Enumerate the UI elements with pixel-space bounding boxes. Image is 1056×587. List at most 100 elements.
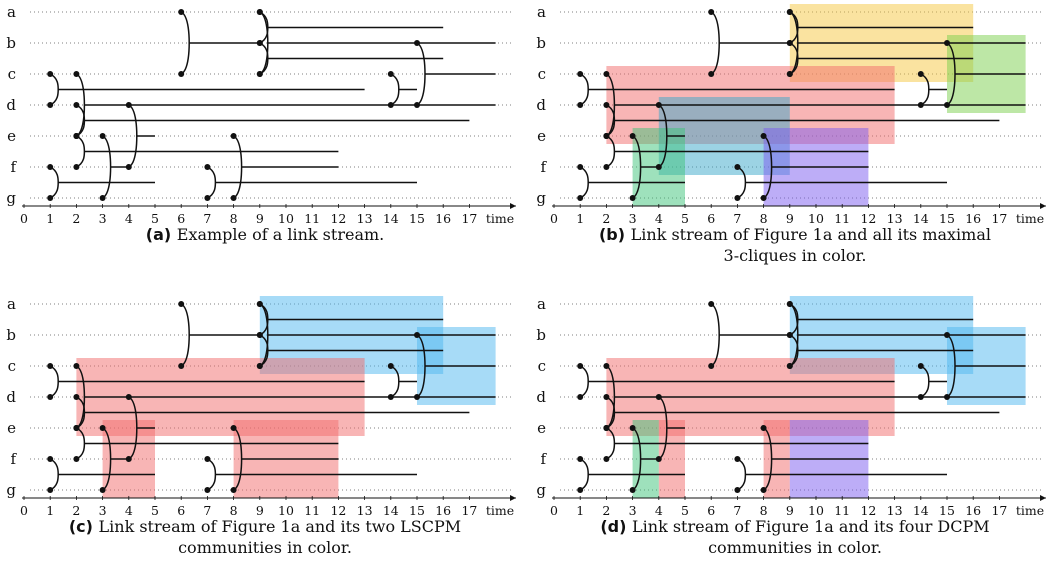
caption-label: (b) [599,225,631,244]
link-endpoint [47,71,54,77]
time-label: time [486,211,514,226]
tick-label: 16 [965,211,981,226]
link-endpoint [917,71,924,77]
link-endpoint [577,102,584,108]
link-endpoint [603,456,610,462]
tick-label: 5 [681,211,689,226]
tick-label: 10 [278,503,294,518]
tick-label: 17 [461,211,477,226]
link-endpoint [786,9,793,15]
caption-text: 3-cliques in color. [724,246,867,265]
tick-label: 17 [991,503,1007,518]
link-endpoint [387,71,394,77]
tick-label: 7 [203,503,211,518]
link-endpoint [99,195,106,201]
link-endpoint [387,363,394,369]
tick-label: 16 [965,503,981,518]
tick-label: 9 [786,211,794,226]
tick-label: 13 [887,503,903,518]
node-label: f [10,450,17,468]
node-label: g [6,189,16,207]
node-label: b [6,326,16,344]
tick-label: 3 [629,503,637,518]
tick-label: 15 [939,503,955,518]
tick-label: 10 [808,211,824,226]
caption-label: (c) [69,517,99,536]
node-label: c [8,357,16,375]
tick-label: 11 [304,503,320,518]
node-label: d [536,96,546,114]
tick-label: 14 [383,503,399,518]
node-label: g [536,481,546,499]
link-endpoint [125,102,132,108]
tick-label: 0 [550,503,558,518]
link-endpoint [760,133,767,139]
link-arc [579,458,589,491]
tick-label: 5 [681,503,689,518]
node-label: f [540,158,547,176]
tick-label: 11 [834,503,850,518]
link-arc [632,427,642,491]
node-label: b [536,326,546,344]
tick-label: 12 [330,211,346,226]
node-label: c [538,65,546,83]
link-endpoint [73,133,80,139]
link-arc [763,135,773,199]
caption-text: communities in color. [708,538,882,557]
link-endpoint [204,164,211,170]
time-axis-arrow [1040,203,1046,209]
tick-label: 17 [991,211,1007,226]
link-arc [49,73,59,106]
time-axis-arrow [510,495,516,501]
node-label: a [537,3,546,21]
tick-label: 0 [20,211,28,226]
link-endpoint [577,195,584,201]
link-endpoint [47,102,54,108]
tick-label: 8 [230,211,238,226]
link-endpoint [917,363,924,369]
link-endpoint [603,394,610,400]
tick-label: 12 [860,211,876,226]
node-label: a [537,295,546,313]
link-endpoint [73,102,80,108]
link-endpoint [786,301,793,307]
link-endpoint [230,425,237,431]
node-label: a [7,295,16,313]
time-label: time [1016,211,1044,226]
link-endpoint [230,195,237,201]
link-endpoint [655,102,662,108]
link-endpoint [204,456,211,462]
node-label: f [540,450,547,468]
link-endpoint [256,71,263,77]
tick-label: 5 [151,211,159,226]
link-endpoint [577,164,584,170]
link-endpoint [760,195,767,201]
caption-text: Example of a link stream. [177,225,384,244]
tick-label: 11 [834,211,850,226]
link-endpoint [603,133,610,139]
tick-label: 1 [46,211,54,226]
link-endpoint [734,195,741,201]
link-endpoint [256,363,263,369]
node-label: b [6,34,16,52]
tick-label: 4 [655,503,663,518]
link-endpoint [629,195,636,201]
tick-label: 11 [304,211,320,226]
caption-line: communities in color. [178,538,352,557]
link-endpoint [47,394,54,400]
link-endpoint [47,195,54,201]
link-endpoint [629,133,636,139]
link-endpoint [577,394,584,400]
link-endpoint [760,425,767,431]
tick-label: 7 [733,211,741,226]
link-arc [737,458,747,491]
link-endpoint [178,363,185,369]
tick-label: 0 [550,211,558,226]
tick-label: 3 [99,211,107,226]
link-endpoint [73,164,80,170]
link-endpoint [760,487,767,493]
time-label: time [486,503,514,518]
tick-label: 14 [383,211,399,226]
